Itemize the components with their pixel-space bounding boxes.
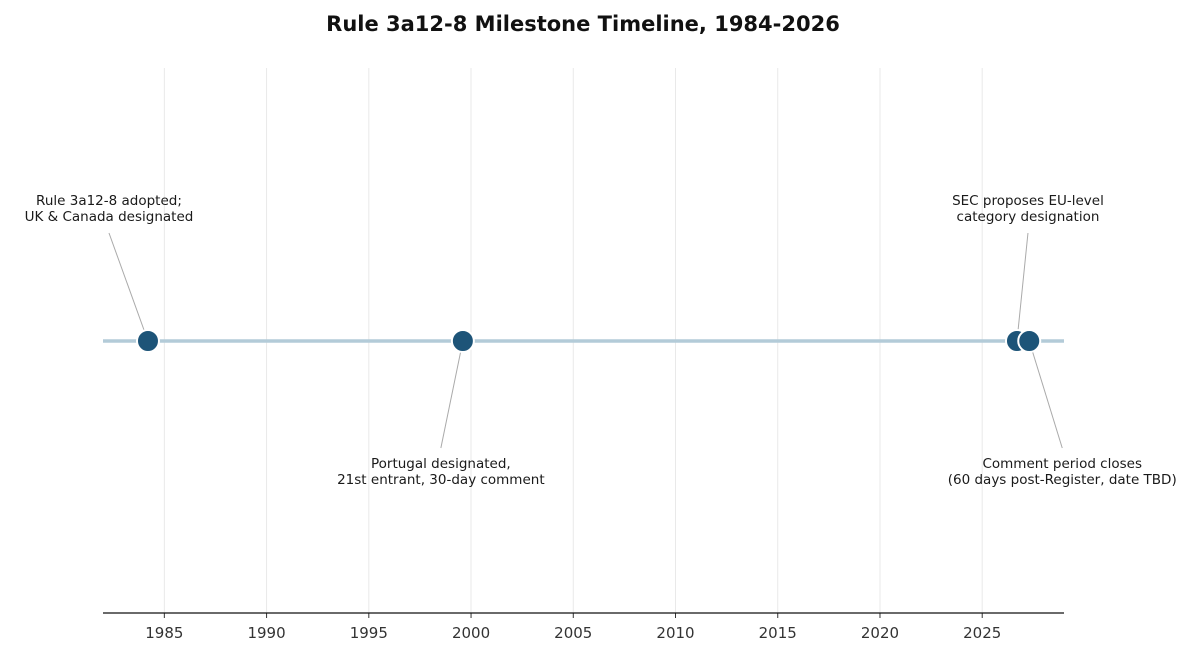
x-tick-label: 1995 xyxy=(350,624,388,642)
x-axis: 1985 1990 1995 2000 2005 2010 2015 2020 2025 xyxy=(103,612,1064,642)
leader-line xyxy=(1028,340,1063,449)
event-label: category designation xyxy=(957,209,1100,225)
x-tick-label: 1985 xyxy=(145,624,183,642)
leader-lines xyxy=(108,232,1063,449)
event-marker xyxy=(1017,329,1042,353)
event-marker xyxy=(135,329,160,353)
event-marker xyxy=(450,329,475,353)
x-tick-label: 2010 xyxy=(656,624,694,642)
event-label: Rule 3a12-8 adopted; xyxy=(36,193,182,209)
event-label: (60 days post-Register, date TBD) xyxy=(948,472,1177,488)
leader-line xyxy=(440,340,464,449)
event-labels: Rule 3a12-8 adopted;UK & Canada designat… xyxy=(25,193,1177,488)
leader-line xyxy=(1016,232,1029,342)
x-tick-label: 2020 xyxy=(861,624,899,642)
event-label: UK & Canada designated xyxy=(25,209,194,225)
x-tick-label: 2015 xyxy=(759,624,797,642)
x-tick-label: 2025 xyxy=(963,624,1001,642)
x-tick-label: 1990 xyxy=(247,624,285,642)
event-label: 21st entrant, 30-day comment xyxy=(337,472,545,488)
x-tick-label: 2000 xyxy=(452,624,490,642)
event-label: Comment period closes xyxy=(982,456,1142,472)
event-label: SEC proposes EU-level xyxy=(952,193,1104,209)
chart-title: Rule 3a12-8 Milestone Timeline, 1984-202… xyxy=(326,12,840,36)
x-tick-label: 2005 xyxy=(554,624,592,642)
event-markers xyxy=(135,329,1042,353)
event-label: Portugal designated, xyxy=(371,456,511,472)
leader-line xyxy=(108,232,149,342)
